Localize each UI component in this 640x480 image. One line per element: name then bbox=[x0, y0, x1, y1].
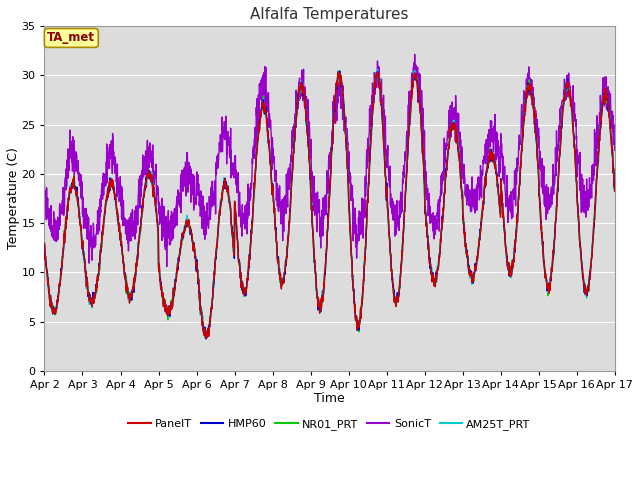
Legend: PanelT, HMP60, NR01_PRT, SonicT, AM25T_PRT: PanelT, HMP60, NR01_PRT, SonicT, AM25T_P… bbox=[124, 415, 535, 434]
Y-axis label: Temperature (C): Temperature (C) bbox=[7, 147, 20, 250]
X-axis label: Time: Time bbox=[314, 392, 345, 405]
Title: Alfalfa Temperatures: Alfalfa Temperatures bbox=[250, 7, 409, 22]
Text: TA_met: TA_met bbox=[47, 31, 95, 45]
